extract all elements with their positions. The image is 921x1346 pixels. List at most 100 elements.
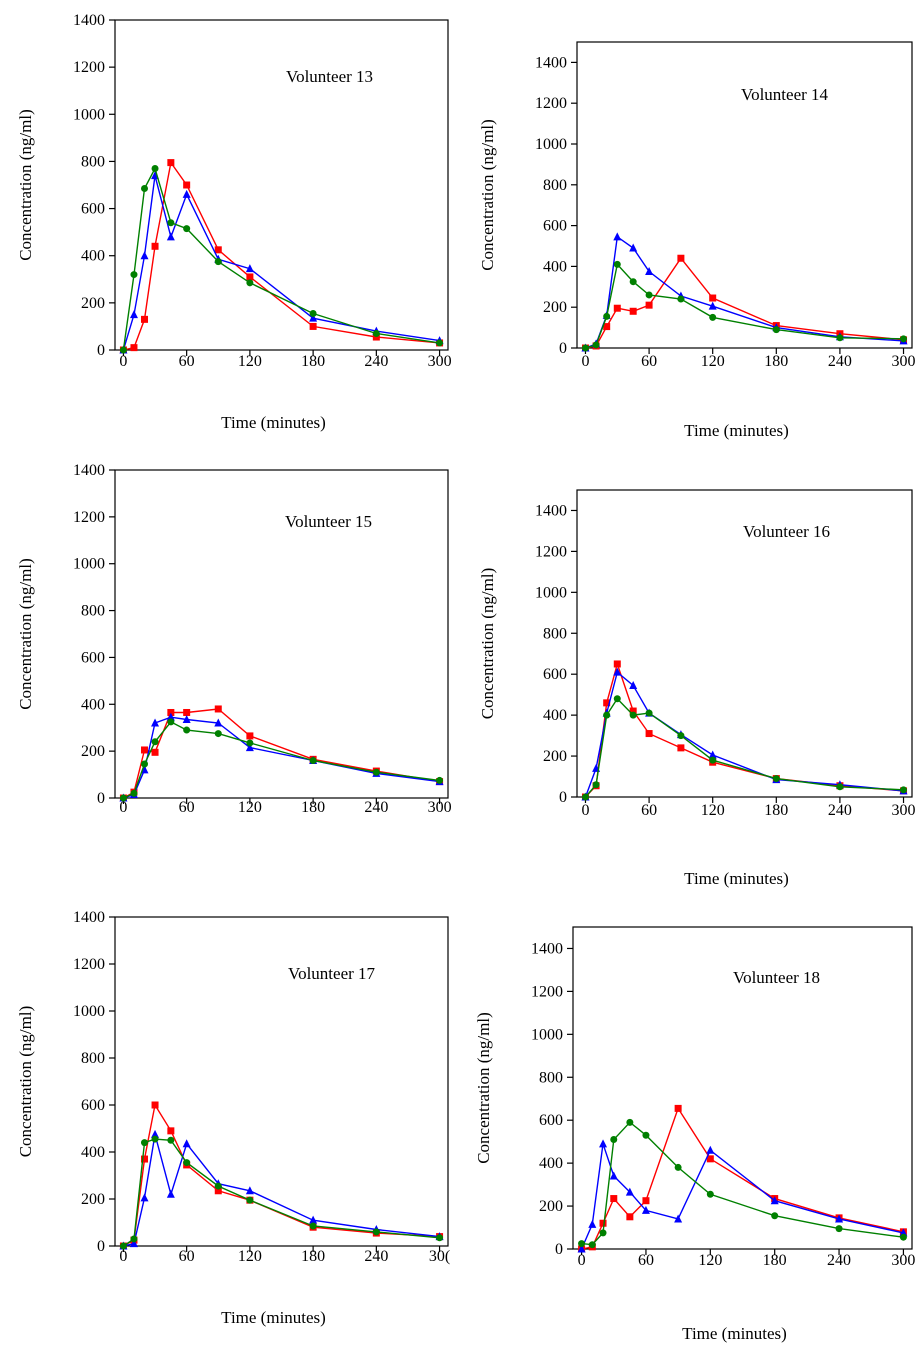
data-point [900, 335, 908, 343]
data-point [641, 1205, 650, 1214]
x-tick-label: 120 [238, 799, 262, 816]
data-point [603, 312, 611, 320]
data-point [372, 330, 380, 337]
y-tick-label: 400 [81, 696, 105, 713]
data-point [372, 1228, 380, 1236]
data-point [626, 1213, 634, 1221]
data-point [214, 730, 222, 738]
data-point [151, 1101, 159, 1109]
data-point [603, 711, 611, 719]
data-point [436, 339, 444, 347]
series-circle [119, 718, 444, 802]
data-point [167, 1127, 175, 1135]
y-tick-label: 1400 [73, 909, 105, 926]
x-tick-label: 0 [578, 1252, 586, 1269]
data-point [309, 1222, 317, 1230]
data-point [709, 294, 717, 302]
x-tick-label: 240 [364, 1248, 388, 1265]
y-tick-label: 400 [81, 248, 105, 265]
x-tick-label: 60 [179, 353, 195, 370]
series-square [119, 1101, 444, 1250]
data-point [603, 699, 611, 707]
x-tick-label: 120 [701, 802, 725, 819]
data-point [836, 334, 844, 342]
data-point [372, 768, 380, 776]
y-tick-label: 1000 [73, 1003, 105, 1020]
data-point [166, 1189, 175, 1198]
data-point [677, 744, 685, 752]
data-point [140, 251, 149, 260]
data-point [709, 313, 717, 321]
data-point [609, 1171, 618, 1180]
data-point [130, 344, 138, 352]
data-point [706, 1145, 715, 1154]
y-tick-label: 600 [543, 218, 567, 235]
y-tick-label: 0 [559, 789, 567, 806]
data-point [642, 1197, 650, 1205]
y-tick-label: 800 [81, 1050, 105, 1067]
y-tick-label: 0 [97, 790, 105, 807]
chart-panel-1: 0 200 400 600 800 1000 1200 1400 0 60 120 180 240 300… [16, 12, 452, 432]
plot-frame [114, 469, 449, 799]
series-triangle [119, 171, 444, 354]
data-point [770, 1196, 779, 1205]
series-line [122, 166, 440, 351]
x-tick-label: 180 [763, 1252, 787, 1269]
data-point [677, 254, 685, 262]
y-tick-label: 200 [543, 299, 567, 316]
series-line [581, 1106, 904, 1250]
data-point [706, 1155, 714, 1163]
y-tick-label: 200 [539, 1198, 563, 1215]
data-point [141, 1139, 149, 1147]
y-tick-label: 1200 [73, 956, 105, 973]
series-line [123, 160, 440, 351]
data-point [613, 232, 622, 241]
x-tick-label: 60 [179, 799, 195, 816]
y-tick-label: 0 [97, 342, 105, 359]
y-tick-label: 0 [555, 1241, 563, 1258]
series-square [581, 254, 908, 352]
y-tick-label: 400 [543, 258, 567, 275]
data-point [709, 756, 717, 764]
data-point [592, 781, 600, 789]
y-axis-label: Concentration (ng/ml) [478, 119, 497, 271]
panel-title: Volunteer 17 [288, 964, 376, 983]
data-point [613, 667, 622, 676]
data-point [626, 1118, 634, 1126]
data-point [151, 738, 159, 746]
x-tick-label: 240 [828, 353, 852, 370]
y-tick-label: 400 [543, 707, 567, 724]
data-point [599, 1229, 607, 1237]
data-point [772, 775, 780, 783]
y-tick-label: 600 [81, 201, 105, 218]
y-tick-label: 1200 [73, 509, 105, 526]
series-line [585, 235, 904, 349]
y-tick-label: 0 [97, 1238, 105, 1255]
x-tick-label: 300 [428, 353, 452, 370]
series-circle [119, 165, 444, 354]
y-axis-label: Concentration (ng/ml) [16, 558, 35, 710]
chart-panel-4: 0 200 400 600 800 1000 1200 1400 0 60 120 180 240 300… [478, 489, 916, 888]
y-tick-label: 1400 [535, 502, 567, 519]
series-line [123, 1103, 440, 1247]
data-point [610, 1136, 618, 1144]
data-point [151, 165, 159, 172]
data-point [835, 1214, 844, 1223]
x-tick-label: 120 [238, 1248, 262, 1265]
y-tick-label: 1400 [73, 462, 105, 479]
data-point [309, 757, 317, 765]
x-tick-label: 60 [641, 802, 657, 819]
plot-frame [576, 41, 913, 349]
chart-panel-6: 0 200 400 600 800 1000 1200 1400 0 60 120 180 240 300… [474, 926, 915, 1343]
data-point [183, 708, 191, 716]
x-tick-label: 30( [429, 1248, 450, 1265]
y-tick-label: 1200 [535, 95, 567, 112]
data-point [835, 1225, 843, 1233]
y-tick-label: 1000 [73, 106, 105, 123]
data-point [130, 271, 138, 279]
data-point [140, 1193, 149, 1202]
panel-title: Volunteer 15 [285, 512, 372, 531]
data-point [214, 246, 222, 254]
data-point [182, 1139, 191, 1148]
data-point [436, 1234, 444, 1242]
